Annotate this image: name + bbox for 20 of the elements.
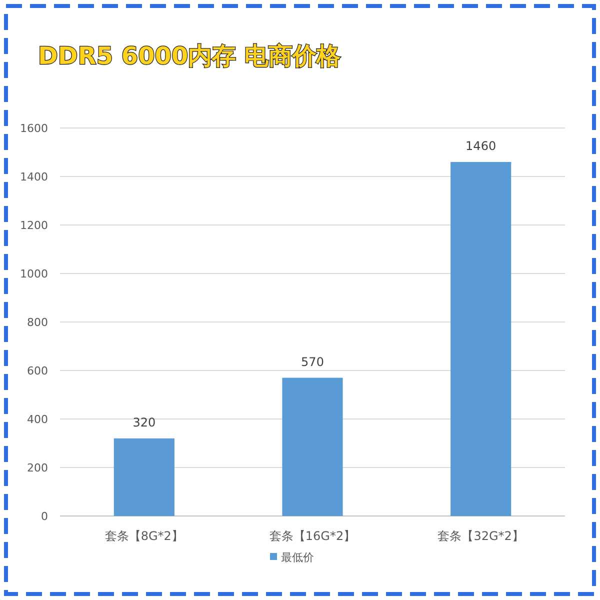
x-tick-label: 套条【32G*2】: [438, 529, 524, 543]
y-tick-label: 400: [27, 413, 48, 426]
y-tick-label: 600: [27, 364, 48, 378]
legend-label: 最低价: [281, 551, 314, 564]
bar: [282, 378, 343, 516]
x-tick-label: 套条【8G*2】: [104, 529, 184, 543]
y-tick-label: 800: [27, 316, 48, 329]
y-tick-label: 1200: [20, 219, 48, 232]
data-label: 570: [301, 354, 324, 369]
bar: [114, 438, 174, 516]
bar: [450, 162, 512, 516]
y-tick-label: 1000: [20, 268, 48, 280]
y-tick-label: 200: [27, 462, 48, 474]
x-tick-label: 套条【16G*2】: [269, 529, 356, 543]
y-tick-label: 1400: [20, 170, 48, 184]
y-tick-label: 1600: [20, 122, 48, 135]
data-label: 320: [132, 415, 156, 430]
data-label: 1460: [466, 138, 496, 153]
chart-title: DDR5 6000内存 电商价格: [38, 42, 342, 70]
y-tick-label: 0: [41, 510, 48, 523]
